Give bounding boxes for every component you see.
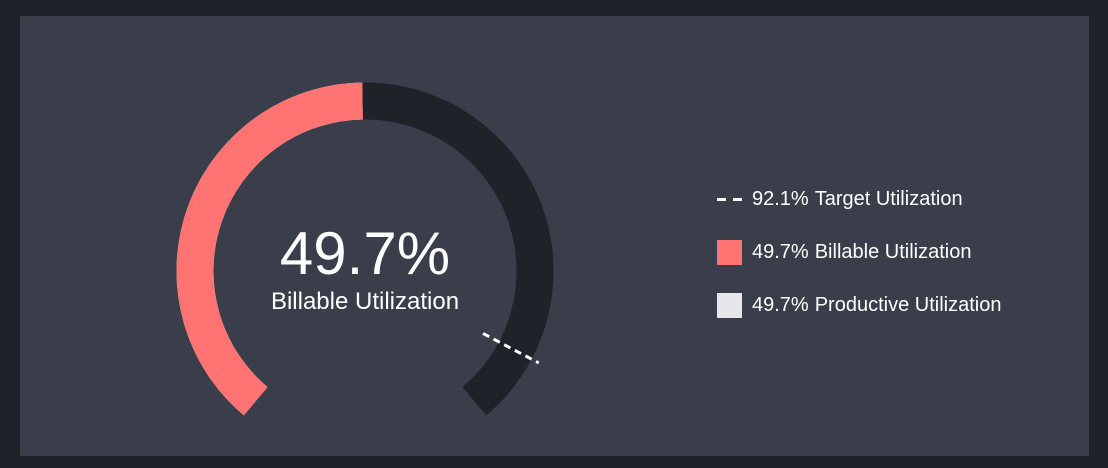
productive-color-swatch [717, 292, 742, 318]
center-caption: Billable Utilization [271, 288, 459, 315]
chart-panel: 49.7% Billable Utilization 92.1% Target … [20, 16, 1089, 456]
legend-item-billable: 49.7% Billable Utilization [717, 239, 1001, 265]
utilization-gauge: 49.7% Billable Utilization [176, 82, 554, 416]
legend-value: 49.7% [752, 240, 809, 263]
chart-legend: 92.1% Target Utilization 49.7% Billable … [717, 186, 1001, 345]
legend-value: 49.7% [752, 293, 809, 316]
target-utilization-marker [482, 332, 540, 365]
billable-color-swatch [717, 239, 742, 265]
legend-label: Target Utilization [814, 187, 963, 210]
legend-label: Billable Utilization [814, 240, 972, 263]
billable-utilization-arc [176, 82, 363, 416]
legend-value: 92.1% [752, 187, 809, 210]
dashed-line-icon [717, 187, 742, 212]
legend-item-target: 92.1% Target Utilization [717, 186, 1001, 212]
center-value: 49.7% [280, 220, 450, 287]
legend-item-productive: 49.7% Productive Utilization [717, 292, 1001, 318]
legend-label: Productive Utilization [814, 293, 1002, 316]
